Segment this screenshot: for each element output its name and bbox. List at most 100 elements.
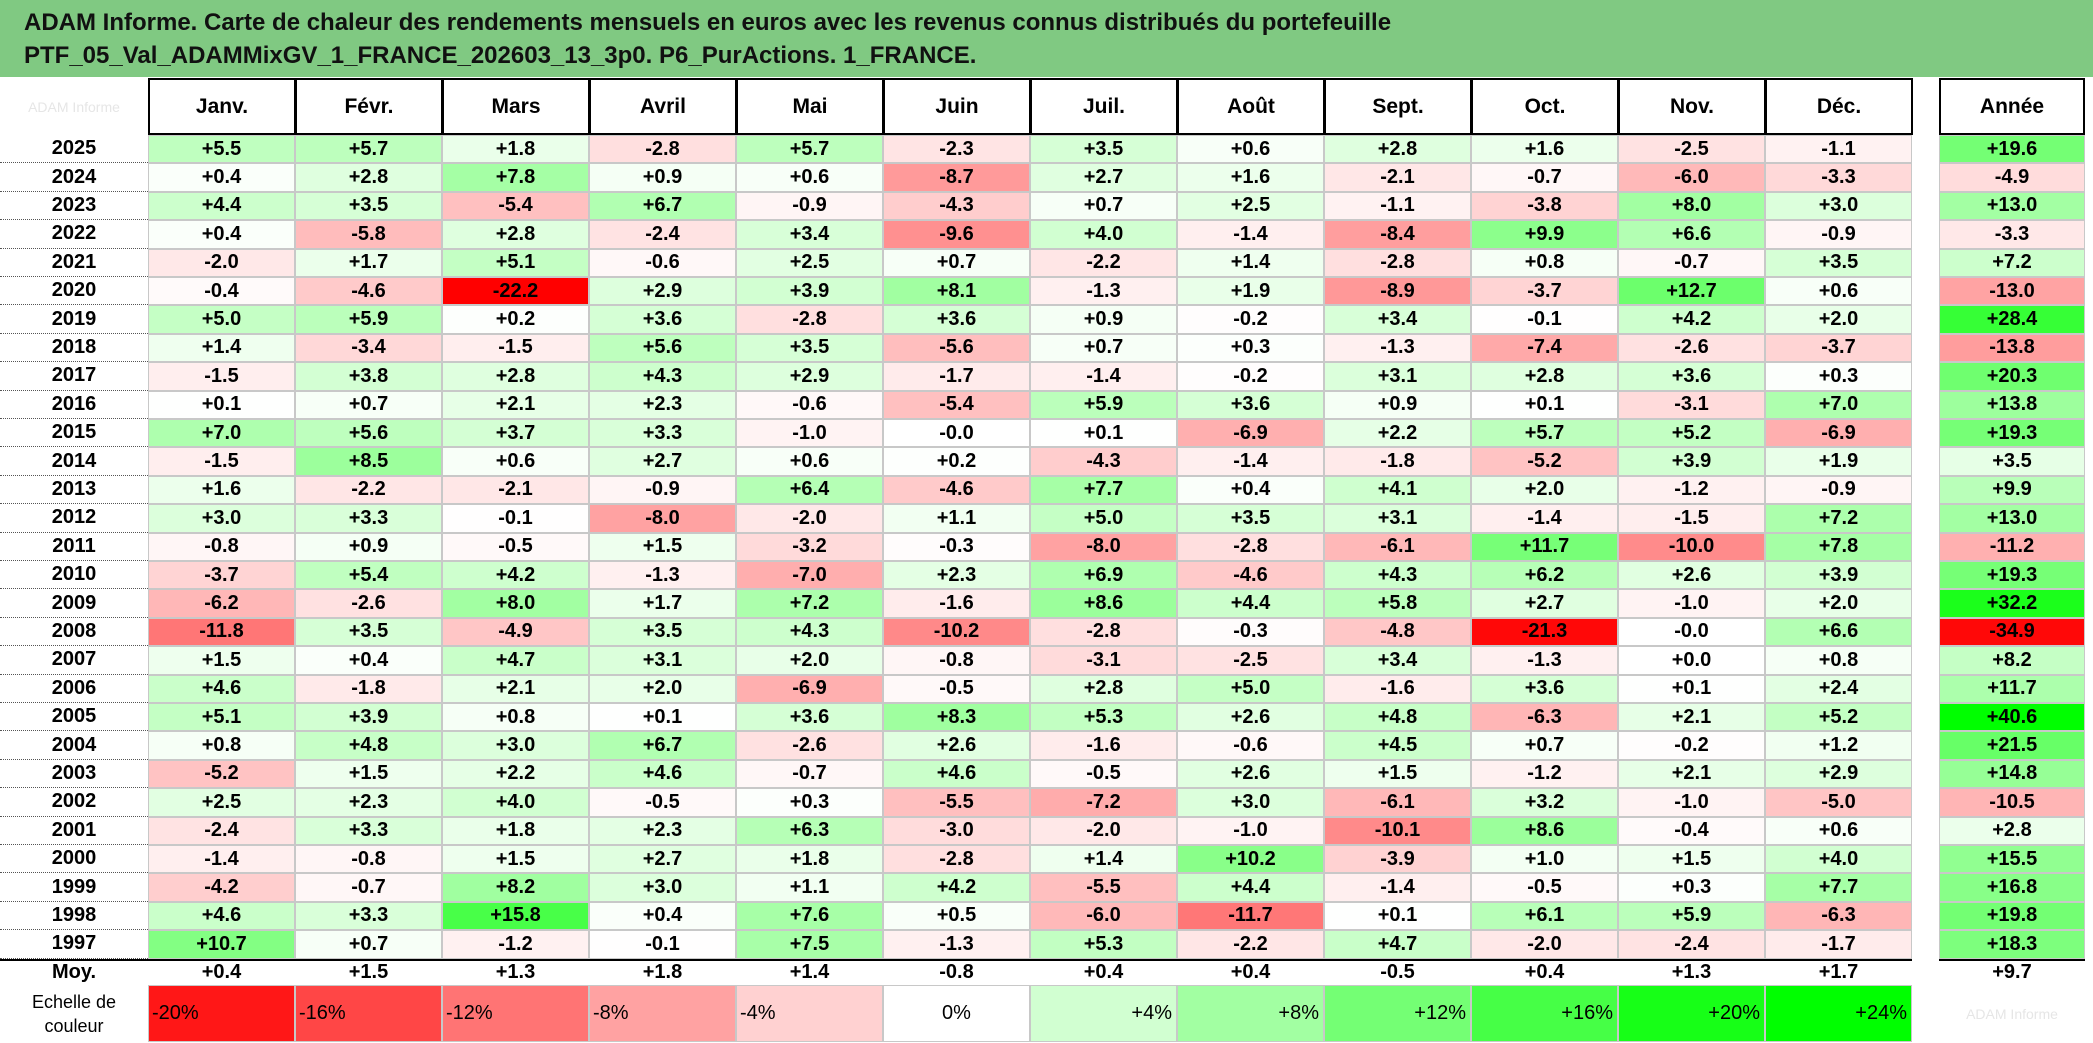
annual-cell: -3.3 <box>1939 220 2085 249</box>
heat-cell: -1.2 <box>442 930 589 959</box>
heat-cell: +10.2 <box>1177 845 1324 874</box>
heat-cell: +2.0 <box>1765 305 1912 334</box>
heat-cell: +1.2 <box>1765 731 1912 760</box>
heat-cell: -2.2 <box>295 475 442 505</box>
heat-cell: +1.7 <box>295 248 442 277</box>
heat-cell: +0.3 <box>1177 333 1324 363</box>
heat-cell: +5.8 <box>1324 589 1471 618</box>
heat-cell: -10.0 <box>1618 532 1765 561</box>
heat-cell: +3.9 <box>1618 447 1765 476</box>
heat-cell: +0.9 <box>295 532 442 561</box>
heat-cell: -1.5 <box>148 362 295 391</box>
heat-cell: +0.4 <box>148 163 295 192</box>
heat-cell: +0.1 <box>589 703 736 732</box>
heat-cell: -4.3 <box>1030 447 1177 476</box>
heat-cell: +7.7 <box>1030 475 1177 505</box>
heat-cell: -6.0 <box>1618 163 1765 192</box>
year-label: 2004 <box>0 731 148 760</box>
color-scale-step: -16% <box>295 985 442 1042</box>
heat-cell: +6.9 <box>1030 561 1177 590</box>
title-line-1: ADAM Informe. Carte de chaleur des rende… <box>24 9 1392 36</box>
legend-watermark: ADAM Informe <box>1939 985 2085 1042</box>
heat-cell: -4.6 <box>883 475 1030 505</box>
heat-cell: +0.5 <box>883 901 1030 931</box>
annual-cell: +21.5 <box>1939 731 2085 760</box>
average-cell: -0.5 <box>1324 958 1471 987</box>
heat-cell: +0.9 <box>1030 305 1177 334</box>
heat-cell: -7.0 <box>736 561 883 590</box>
heat-cell: +0.6 <box>442 447 589 476</box>
heat-cell: -0.9 <box>1765 220 1912 249</box>
heat-cell: +7.5 <box>736 930 883 959</box>
heat-cell: +0.4 <box>295 646 442 675</box>
color-scale-step: +4% <box>1030 985 1177 1042</box>
color-scale-step: +12% <box>1324 985 1471 1042</box>
heat-cell: -2.8 <box>1324 248 1471 277</box>
year-label: 1997 <box>0 930 148 959</box>
heat-cell: +4.7 <box>1324 930 1471 959</box>
heat-cell: -8.9 <box>1324 277 1471 306</box>
heat-cell: -1.3 <box>1324 333 1471 363</box>
heat-cell: +9.9 <box>1471 220 1618 249</box>
year-label: 2015 <box>0 419 148 448</box>
heat-cell: +4.4 <box>148 191 295 221</box>
heat-cell: -0.4 <box>148 277 295 306</box>
heat-cell: +7.7 <box>1765 873 1912 902</box>
heat-cell: +2.7 <box>589 845 736 874</box>
heat-cell: +3.6 <box>736 703 883 732</box>
heat-cell: -0.3 <box>883 532 1030 561</box>
annual-cell: +20.3 <box>1939 362 2085 391</box>
heat-cell: +0.7 <box>295 390 442 419</box>
heat-cell: -6.9 <box>1765 419 1912 448</box>
heat-cell: +3.5 <box>1177 504 1324 533</box>
heat-cell: -0.0 <box>883 419 1030 448</box>
heat-cell: -0.7 <box>295 873 442 902</box>
heat-cell: -1.3 <box>883 930 1030 959</box>
heat-cell: +1.5 <box>589 532 736 561</box>
color-scale-step: +20% <box>1618 985 1765 1042</box>
heat-cell: -22.2 <box>442 277 589 306</box>
heat-cell: +1.4 <box>1177 248 1324 277</box>
annual-cell: +14.8 <box>1939 759 2085 789</box>
heat-cell: -5.6 <box>883 333 1030 363</box>
heat-cell: +7.8 <box>442 163 589 192</box>
heat-cell: -2.2 <box>1030 248 1177 277</box>
heat-cell: +1.4 <box>148 333 295 363</box>
heat-cell: +4.2 <box>442 561 589 590</box>
heat-cell: -2.8 <box>736 305 883 334</box>
heat-cell: +1.6 <box>1471 135 1618 164</box>
heat-cell: +5.7 <box>295 135 442 164</box>
heat-cell: +5.6 <box>589 333 736 363</box>
heat-cell: +2.8 <box>442 362 589 391</box>
heat-cell: +2.9 <box>736 362 883 391</box>
heat-cell: +0.7 <box>1471 731 1618 760</box>
heat-cell: +10.7 <box>148 930 295 959</box>
heat-cell: -3.0 <box>883 816 1030 845</box>
heat-cell: +0.1 <box>148 390 295 419</box>
year-label: 2016 <box>0 390 148 419</box>
heat-cell: -0.3 <box>1177 617 1324 647</box>
heat-cell: -0.2 <box>1177 362 1324 391</box>
heat-cell: +2.2 <box>1324 419 1471 448</box>
heat-cell: +0.9 <box>589 163 736 192</box>
average-cell: +0.4 <box>1471 958 1618 987</box>
heat-cell: +4.4 <box>1177 589 1324 618</box>
heat-cell: -0.5 <box>883 674 1030 703</box>
heat-cell: -1.6 <box>883 589 1030 618</box>
heat-cell: +3.4 <box>1324 305 1471 334</box>
heat-cell: -2.3 <box>883 135 1030 164</box>
heat-cell: +4.4 <box>1177 873 1324 902</box>
heat-cell: +5.4 <box>295 561 442 590</box>
heat-cell: +0.6 <box>1765 277 1912 306</box>
heat-cell: -11.8 <box>148 617 295 647</box>
heat-cell: -8.7 <box>883 163 1030 192</box>
heat-cell: -2.0 <box>148 248 295 277</box>
month-header-4: Mai <box>736 78 884 135</box>
heat-cell: -0.6 <box>736 390 883 419</box>
heat-cell: +5.9 <box>1030 390 1177 419</box>
heat-cell: -2.4 <box>589 220 736 249</box>
heat-cell: +8.5 <box>295 447 442 476</box>
heat-cell: -9.6 <box>883 220 1030 249</box>
heat-cell: +0.2 <box>442 305 589 334</box>
heat-cell: +3.3 <box>295 816 442 845</box>
